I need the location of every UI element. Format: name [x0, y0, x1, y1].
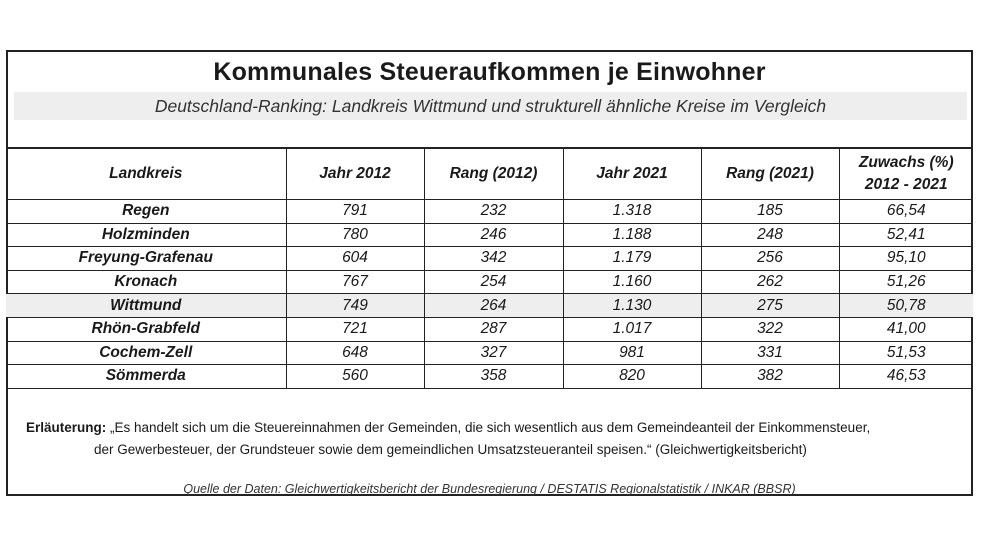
table-body: Regen 791 232 1.318 185 66,54 Holzminden 780 246… [6, 199, 973, 389]
table-row: Wittmund 749 264 1.130 275 50,78 [6, 293, 973, 318]
table-row: Holzminden 780 246 1.188 248 52,41 [6, 222, 973, 248]
cell-landkreis: Sömmerda [6, 364, 287, 389]
page-title: Kommunales Steueraufkommen je Einwohner [213, 58, 766, 86]
cell-rang-2012: 327 [423, 340, 564, 366]
column-header-landkreis: Landkreis [6, 147, 287, 200]
cell-zuwachs: 41,00 [838, 316, 973, 342]
table-row: Freyung-Grafenau 604 342 1.179 256 95,10 [6, 246, 973, 271]
cell-jahr-2012: 560 [285, 364, 425, 389]
zuwachs-header-line2: 2012 - 2021 [864, 176, 948, 193]
cell-landkreis: Regen [6, 199, 287, 224]
cell-zuwachs: 50,78 [838, 293, 973, 318]
cell-zuwachs: 51,26 [838, 269, 973, 295]
cell-jahr-2021: 820 [562, 364, 702, 389]
cell-jahr-2012: 604 [285, 246, 425, 271]
cell-zuwachs: 95,10 [838, 246, 973, 271]
table-row: Kronach 767 254 1.160 262 51,26 [6, 269, 973, 295]
cell-jahr-2021: 1.160 [562, 269, 702, 295]
cell-rang-2012: 287 [423, 316, 564, 342]
cell-rang-2012: 358 [423, 364, 564, 389]
cell-zuwachs: 66,54 [838, 199, 973, 224]
note-label: Erläuterung: [26, 420, 107, 435]
cell-rang-2021: 256 [700, 246, 840, 271]
cell-landkreis: Kronach [6, 269, 287, 295]
cell-landkreis: Rhön-Grabfeld [6, 316, 287, 342]
document-frame: Kommunales Steueraufkommen je Einwohner … [6, 50, 973, 496]
table-row: Cochem-Zell 648 327 981 331 51,53 [6, 340, 973, 366]
page-subtitle: Deutschland-Ranking: Landkreis Wittmund … [14, 92, 967, 120]
cell-landkreis: Wittmund [6, 293, 287, 318]
column-header-jahr-2021: Jahr 2021 [562, 147, 702, 200]
cell-rang-2012: 254 [423, 269, 564, 295]
cell-jahr-2012: 749 [285, 293, 425, 318]
cell-rang-2012: 264 [423, 293, 564, 318]
cell-rang-2012: 232 [423, 199, 564, 224]
table-row: Regen 791 232 1.318 185 66,54 [6, 199, 973, 224]
explanation-note: Erläuterung: „Es handelt sich um die Ste… [26, 417, 966, 461]
cell-jahr-2012: 767 [285, 269, 425, 295]
cell-jahr-2012: 780 [285, 222, 425, 248]
column-header-rang-2021: Rang (2021) [700, 147, 840, 200]
cell-jahr-2012: 721 [285, 316, 425, 342]
table-row: Sömmerda 560 358 820 382 46,53 [6, 364, 973, 389]
cell-rang-2021: 248 [700, 222, 840, 248]
cell-jahr-2021: 1.318 [562, 199, 702, 224]
cell-landkreis: Cochem-Zell [6, 340, 287, 366]
cell-jahr-2021: 981 [562, 340, 702, 366]
cell-rang-2021: 262 [700, 269, 840, 295]
cell-landkreis: Freyung-Grafenau [6, 246, 287, 271]
cell-jahr-2021: 1.130 [562, 293, 702, 318]
note-text-line1: „Es handelt sich um die Steuereinnahmen … [110, 420, 871, 435]
column-header-jahr-2012: Jahr 2012 [285, 147, 425, 200]
ranking-table: Landkreis Jahr 2012 Rang (2012) Jahr 202… [6, 147, 973, 389]
cell-jahr-2021: 1.188 [562, 222, 702, 248]
cell-zuwachs: 52,41 [838, 222, 973, 248]
cell-zuwachs: 46,53 [838, 364, 973, 389]
cell-rang-2021: 185 [700, 199, 840, 224]
zuwachs-header-line1: Zuwachs (%) [858, 154, 954, 171]
cell-landkreis: Holzminden [6, 222, 287, 248]
cell-jahr-2012: 791 [285, 199, 425, 224]
note-text-line2: der Gewerbesteuer, der Grundsteuer sowie… [94, 442, 807, 457]
cell-rang-2012: 246 [423, 222, 564, 248]
cell-jahr-2012: 648 [285, 340, 425, 366]
column-header-rang-2012: Rang (2012) [423, 147, 564, 200]
cell-zuwachs: 51,53 [838, 340, 973, 366]
cell-jahr-2021: 1.017 [562, 316, 702, 342]
cell-rang-2021: 382 [700, 364, 840, 389]
cell-rang-2012: 342 [423, 246, 564, 271]
table-header-row: Landkreis Jahr 2012 Rang (2012) Jahr 202… [6, 147, 973, 200]
cell-jahr-2021: 1.179 [562, 246, 702, 271]
data-source: Quelle der Daten: Gleichwertigkeitsberic… [183, 482, 796, 496]
cell-rang-2021: 275 [700, 293, 840, 318]
table-row: Rhön-Grabfeld 721 287 1.017 322 41,00 [6, 316, 973, 342]
column-header-zuwachs: Zuwachs (%) 2012 - 2021 [838, 147, 973, 200]
cell-rang-2021: 322 [700, 316, 840, 342]
cell-rang-2021: 331 [700, 340, 840, 366]
